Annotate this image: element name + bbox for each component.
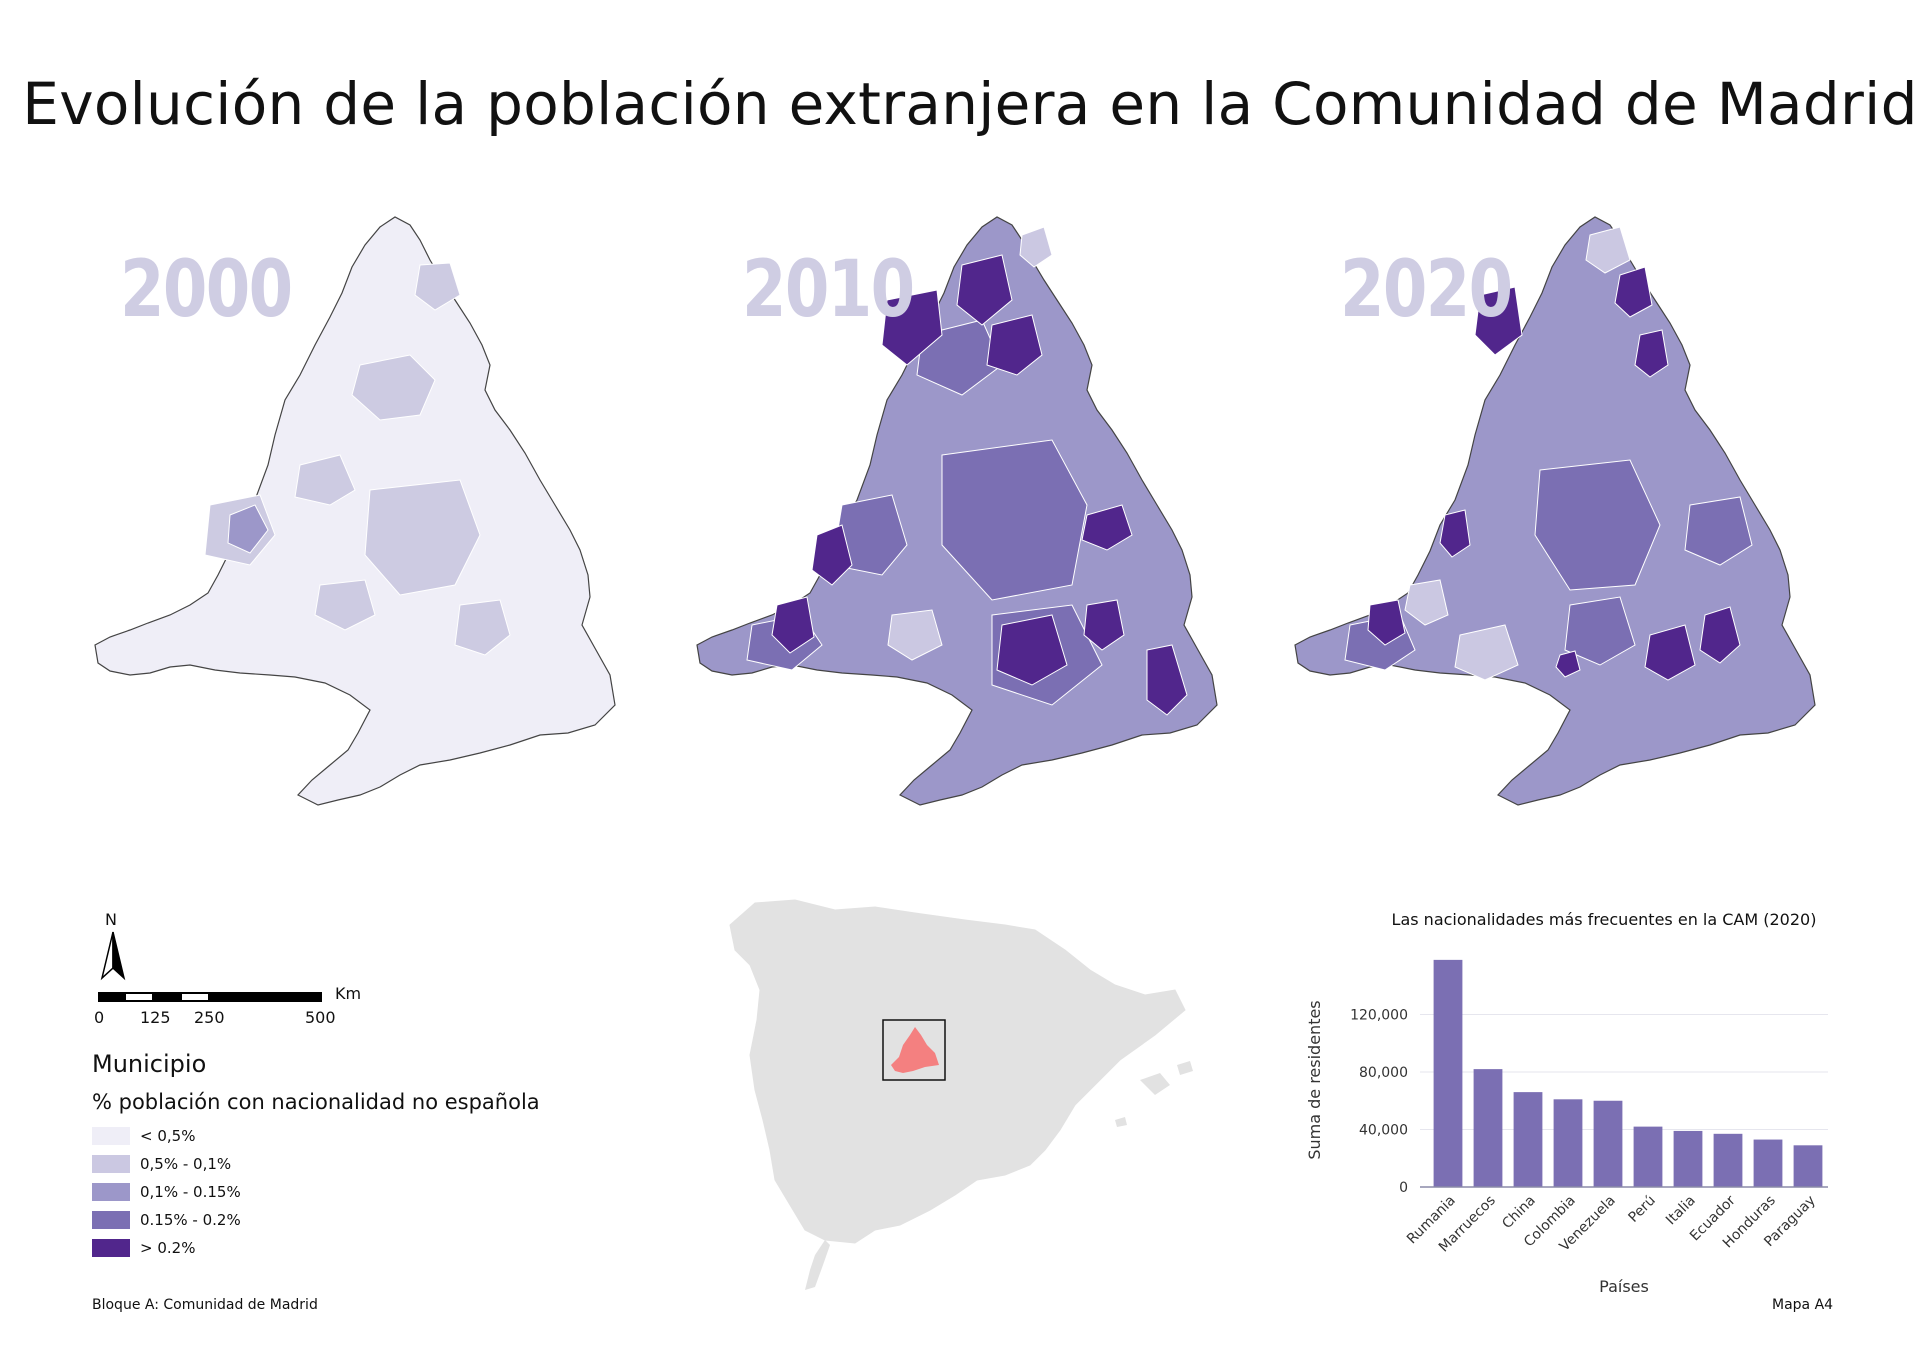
legend-swatch — [92, 1155, 130, 1173]
legend-list: < 0,5% 0,5% - 0,1% 0,1% - 0.15% 0.15% - … — [92, 1122, 540, 1262]
year-label-2010: 2010 — [742, 245, 915, 335]
bar-marruecos — [1473, 1069, 1503, 1187]
chart-title: Las nacionalidades más frecuentes en la … — [1391, 910, 1817, 929]
locator-map — [715, 895, 1235, 1310]
legend-label: 0.15% - 0.2% — [140, 1211, 241, 1229]
legend-item: < 0,5% — [92, 1122, 540, 1150]
footer-left: Bloque A: Comunidad de Madrid — [92, 1297, 318, 1313]
spain-map-svg — [729, 899, 1193, 1290]
legend-title: Municipio — [92, 1050, 207, 1078]
balearic-islands — [1115, 1061, 1193, 1127]
scale-tick-250: 250 — [194, 1008, 225, 1027]
x-tick-label: Italia — [1663, 1193, 1699, 1229]
bar-perú — [1633, 1126, 1663, 1187]
north-label: N — [105, 910, 117, 929]
legend-swatch — [92, 1183, 130, 1201]
y-tick-label: 80,000 — [1359, 1065, 1408, 1081]
bar-china — [1513, 1092, 1543, 1187]
page-title: Evolución de la población extranjera en … — [22, 70, 1918, 138]
scale-tick-500: 500 — [305, 1008, 336, 1027]
map-2010: 2010 — [692, 205, 1252, 830]
legend-label: > 0.2% — [140, 1239, 196, 1257]
legend-item: 0,5% - 0,1% — [92, 1150, 540, 1178]
spain-outline — [729, 899, 1186, 1244]
bar-paraguay — [1793, 1145, 1823, 1187]
year-label-2000: 2000 — [120, 245, 293, 335]
north-arrow-icon — [100, 931, 126, 981]
y-axis-label: Suma de residentes — [1305, 1000, 1324, 1159]
bar-venezuela — [1593, 1100, 1623, 1187]
map-2000-svg — [94, 216, 616, 806]
scale-unit: Km — [335, 984, 362, 1003]
legend-swatch — [92, 1239, 130, 1257]
y-tick-label: 40,000 — [1359, 1123, 1408, 1139]
bar-rumania — [1433, 959, 1463, 1187]
north-arrow: N — [98, 910, 128, 981]
year-label-2020: 2020 — [1340, 245, 1513, 335]
bar-honduras — [1753, 1139, 1783, 1187]
legend-swatch — [92, 1211, 130, 1229]
map-2020-svg — [1294, 216, 1816, 806]
legend-item: > 0.2% — [92, 1234, 540, 1262]
scale-bar — [98, 990, 328, 1008]
bar-ecuador — [1713, 1133, 1743, 1187]
legend-subtitle: % población con nacionalidad no española — [92, 1090, 540, 1114]
footer-right: Mapa A4 — [1772, 1297, 1834, 1313]
y-tick-label: 0 — [1399, 1180, 1408, 1196]
legend-label: < 0,5% — [140, 1127, 196, 1145]
scale-bar-graphic — [98, 992, 322, 1002]
map-2010-svg — [696, 216, 1218, 806]
x-tick-label: Perú — [1625, 1193, 1658, 1226]
legend-swatch — [92, 1127, 130, 1145]
legend-item: 0,1% - 0.15% — [92, 1178, 540, 1206]
region-outline — [94, 216, 616, 806]
legend-label: 0,1% - 0.15% — [140, 1183, 241, 1201]
scale-tick-0: 0 — [94, 1008, 105, 1027]
madrid-locator-frame — [882, 1019, 946, 1081]
x-axis-label: Países — [1599, 1277, 1649, 1296]
scale-tick-125: 125 — [140, 1008, 171, 1027]
bar-italia — [1673, 1130, 1703, 1187]
bar-colombia — [1553, 1099, 1583, 1187]
legend-item: 0.15% - 0.2% — [92, 1206, 540, 1234]
legend-label: 0,5% - 0,1% — [140, 1155, 232, 1173]
legend: Municipio % población con nacionalidad n… — [92, 1050, 540, 1262]
map-2000: 2000 — [90, 205, 650, 830]
map-2020: 2020 — [1290, 205, 1850, 830]
y-tick-label: 120,000 — [1350, 1008, 1408, 1024]
madrid-region — [891, 1027, 939, 1073]
